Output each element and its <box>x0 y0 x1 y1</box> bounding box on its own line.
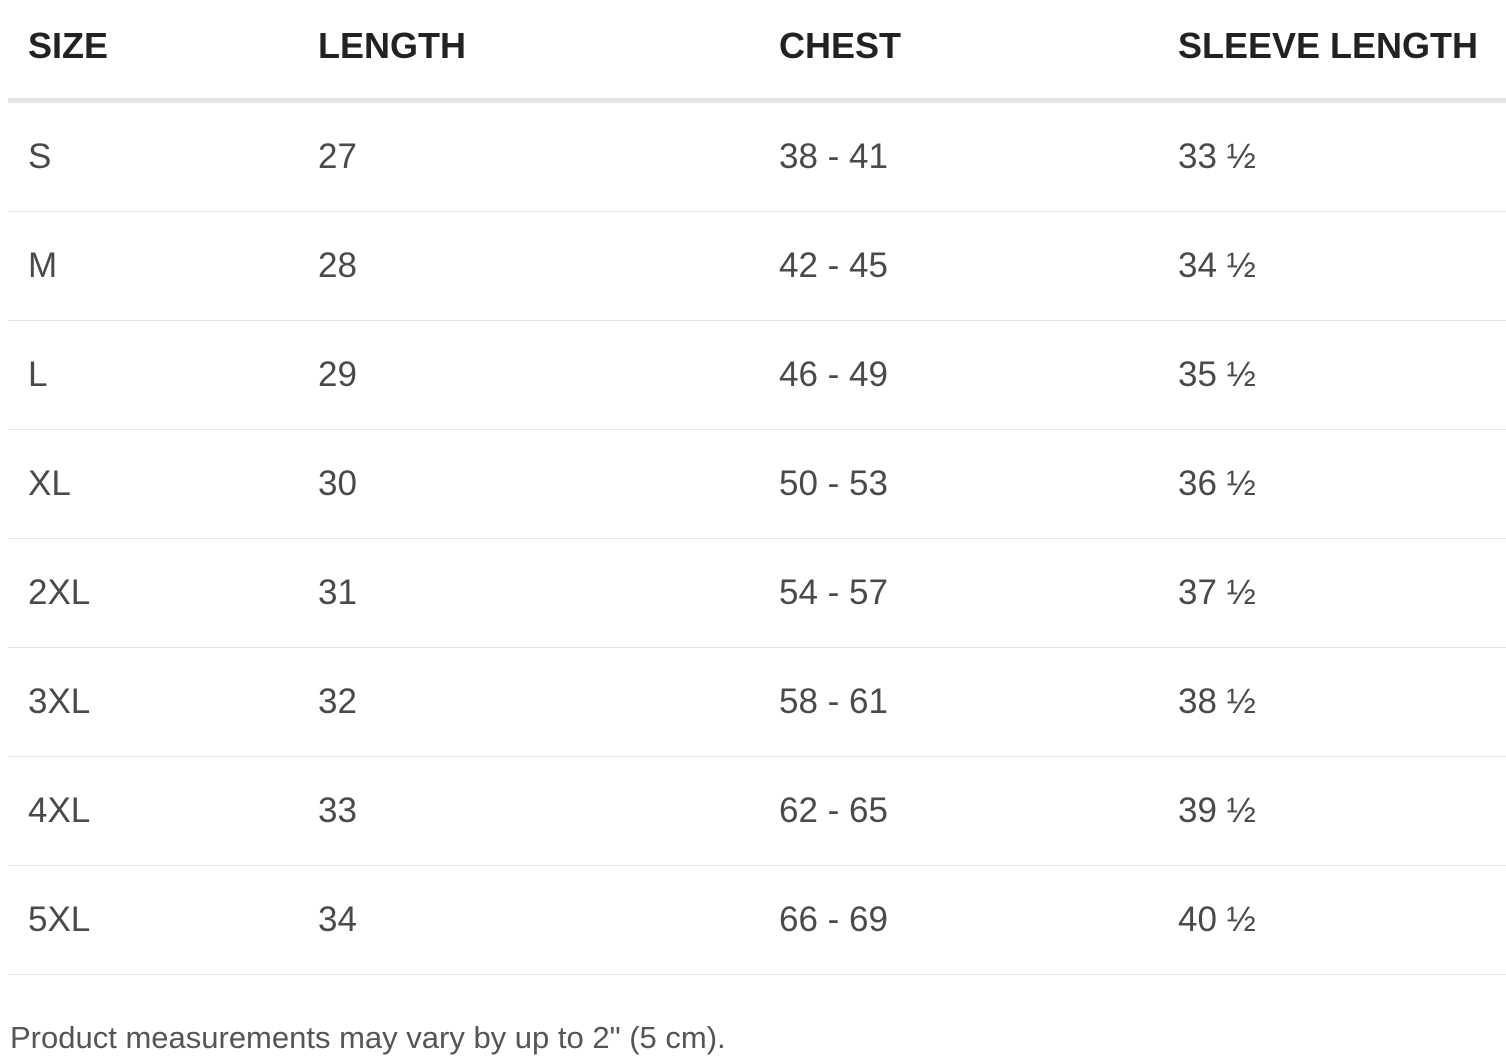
cell-chest: 54 - 57 <box>779 573 888 612</box>
cell-chest: 50 - 53 <box>779 464 888 503</box>
cell-chest: 38 - 41 <box>779 137 888 176</box>
table-row: 5XL 34 66 - 69 40 ½ <box>8 866 1506 975</box>
cell-sleeve-length: 33 ½ <box>1178 137 1256 176</box>
cell-chest: 62 - 65 <box>779 791 888 830</box>
cell-length: 30 <box>318 464 357 503</box>
header-size: SIZE <box>28 25 109 66</box>
cell-length: 34 <box>318 900 357 939</box>
cell-length: 31 <box>318 573 357 612</box>
cell-chest: 66 - 69 <box>779 900 888 939</box>
table-row: M 28 42 - 45 34 ½ <box>8 212 1506 321</box>
cell-size: 4XL <box>28 791 91 830</box>
cell-length: 27 <box>318 137 357 176</box>
header-length: LENGTH <box>318 25 466 66</box>
cell-size: L <box>28 355 48 394</box>
cell-sleeve-length: 39 ½ <box>1178 791 1256 830</box>
cell-sleeve-length: 35 ½ <box>1178 355 1256 394</box>
table-row: XL 30 50 - 53 36 ½ <box>8 430 1506 539</box>
size-chart-table: SIZE LENGTH CHEST SLEEVE LENGTH S 27 38 - … <box>8 0 1506 975</box>
cell-size: 5XL <box>28 900 91 939</box>
cell-length: 29 <box>318 355 357 394</box>
header-chest: CHEST <box>779 25 902 66</box>
table-header: SIZE LENGTH CHEST SLEEVE LENGTH <box>8 0 1506 103</box>
header-sleeve-length: SLEEVE LENGTH <box>1178 25 1479 66</box>
cell-chest: 42 - 45 <box>779 246 888 285</box>
cell-sleeve-length: 38 ½ <box>1178 682 1256 721</box>
cell-length: 28 <box>318 246 357 285</box>
cell-size: 3XL <box>28 682 91 721</box>
cell-length: 33 <box>318 791 357 830</box>
cell-size: S <box>28 137 52 176</box>
cell-sleeve-length: 36 ½ <box>1178 464 1256 503</box>
cell-chest: 58 - 61 <box>779 682 888 721</box>
cell-sleeve-length: 37 ½ <box>1178 573 1256 612</box>
measurement-note: Product measurements may vary by up to 2… <box>10 1020 726 1055</box>
table-row: L 29 46 - 49 35 ½ <box>8 321 1506 430</box>
cell-size: 2XL <box>28 573 91 612</box>
cell-size: XL <box>28 464 71 503</box>
table-row: 4XL 33 62 - 65 39 ½ <box>8 757 1506 866</box>
table-row: 2XL 31 54 - 57 37 ½ <box>8 539 1506 648</box>
table-row: S 27 38 - 41 33 ½ <box>8 103 1506 212</box>
cell-chest: 46 - 49 <box>779 355 888 394</box>
cell-sleeve-length: 34 ½ <box>1178 246 1256 285</box>
table-row: 3XL 32 58 - 61 38 ½ <box>8 648 1506 757</box>
cell-length: 32 <box>318 682 357 721</box>
cell-sleeve-length: 40 ½ <box>1178 900 1256 939</box>
cell-size: M <box>28 246 58 285</box>
